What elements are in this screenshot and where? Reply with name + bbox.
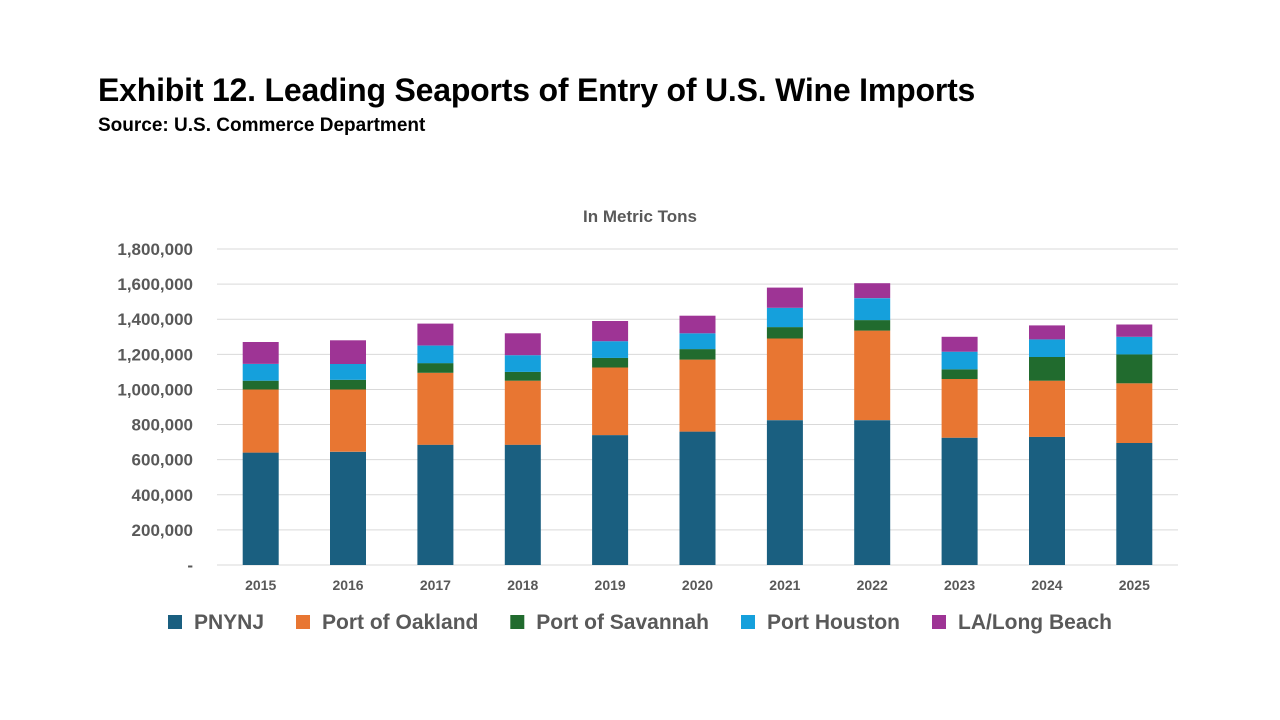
- bar-2022-series-1: [854, 330, 891, 421]
- bar-2024-series-2: [1029, 357, 1065, 381]
- bar-2016-series-0: [330, 451, 366, 565]
- bar-2025-series-4: [1116, 324, 1153, 337]
- x-tick-label: 2020: [682, 577, 713, 593]
- y-tick-label: 800,000: [132, 416, 193, 435]
- bar-2020-series-0: [679, 431, 716, 565]
- y-tick-label: 200,000: [132, 521, 193, 540]
- bar-2017-series-3: [417, 345, 454, 364]
- bar-2015-series-3: [242, 364, 279, 381]
- y-tick-label: 400,000: [132, 486, 193, 505]
- x-tick-label: 2025: [1119, 577, 1150, 593]
- bar-2024-series-0: [1029, 436, 1065, 565]
- x-tick-label: 2021: [769, 577, 800, 593]
- bar-2022-series-2: [854, 320, 891, 331]
- bar-2017-series-0: [417, 444, 454, 565]
- bar-2020-series-4: [679, 315, 716, 334]
- bar-2021-series-1: [766, 338, 803, 421]
- bar-2023-series-1: [941, 378, 978, 438]
- bar-2017-series-1: [417, 372, 454, 445]
- x-tick-label: 2015: [245, 577, 276, 593]
- legend-swatch: [932, 615, 946, 629]
- bar-2016-series-2: [330, 379, 366, 390]
- legend-swatch: [510, 615, 525, 629]
- bar-2021-series-4: [766, 287, 803, 308]
- y-tick-label: 1,600,000: [117, 275, 193, 294]
- x-tick-label: 2024: [1031, 577, 1062, 593]
- y-axis-ticks: - 200,000 400,000 600,000 800,000 1,000,000 1,…: [117, 240, 193, 575]
- bar-2024-series-1: [1029, 380, 1065, 437]
- bar-2019-series-0: [592, 435, 629, 565]
- bar-2017-series-4: [417, 323, 454, 346]
- exhibit-title: Exhibit 12. Leading Seaports of Entry of…: [98, 72, 976, 108]
- bar-2020-series-3: [679, 333, 716, 350]
- legend: PNYNJ Port of Oakland Port of Savannah Port…: [168, 611, 1112, 634]
- source-note: Source: U.S. Commerce Department: [98, 115, 426, 136]
- legend-label: LA/Long Beach: [958, 611, 1112, 634]
- legend-swatch: [168, 615, 182, 629]
- bar-2025-series-0: [1116, 443, 1153, 565]
- bar-2022-series-0: [854, 420, 891, 565]
- x-tick-label: 2016: [332, 577, 363, 593]
- bar-2022-series-4: [854, 283, 891, 299]
- bar-2017-series-2: [417, 363, 454, 373]
- bar-2020-series-1: [679, 359, 716, 432]
- bar-2021-series-2: [766, 327, 803, 339]
- y-tick-label: -: [187, 556, 193, 575]
- bar-2022-series-3: [854, 298, 891, 321]
- legend-label: PNYNJ: [194, 611, 264, 634]
- bar-2018-series-1: [504, 380, 541, 445]
- bar-2016-series-3: [330, 364, 366, 380]
- x-tick-label: 2023: [944, 577, 975, 593]
- bar-2020-series-2: [679, 349, 716, 360]
- bar-2019-series-1: [592, 367, 629, 436]
- y-tick-label: 1,400,000: [117, 310, 193, 329]
- x-tick-label: 2017: [420, 577, 451, 593]
- bar-2016-series-1: [330, 389, 366, 452]
- y-tick-label: 1,000,000: [117, 380, 193, 399]
- bar-2024-series-4: [1029, 325, 1065, 340]
- bar-2021-series-0: [766, 420, 803, 565]
- bar-2025-series-1: [1116, 383, 1153, 443]
- legend-label: Port of Savannah: [536, 611, 709, 634]
- x-tick-label: 2022: [857, 577, 888, 593]
- x-tick-label: 2019: [595, 577, 626, 593]
- bar-2025-series-2: [1116, 354, 1153, 384]
- bar-2023-series-3: [941, 351, 978, 370]
- bar-2021-series-3: [766, 307, 803, 328]
- bar-2024-series-3: [1029, 339, 1065, 357]
- legend-label: Port of Oakland: [322, 611, 478, 634]
- y-tick-label: 1,800,000: [117, 240, 193, 259]
- legend-swatch: [296, 615, 310, 629]
- legend-swatch: [741, 615, 755, 629]
- x-tick-label: 2018: [507, 577, 538, 593]
- bar-2015-series-0: [242, 452, 279, 565]
- bar-2015-series-4: [242, 342, 279, 364]
- bar-2015-series-2: [242, 380, 279, 390]
- bar-2025-series-3: [1116, 336, 1153, 355]
- bar-2018-series-0: [504, 444, 541, 565]
- bar-2018-series-3: [504, 355, 541, 372]
- chart-title: In Metric Tons: [583, 207, 697, 226]
- bar-2015-series-1: [242, 389, 279, 453]
- bar-2018-series-2: [504, 371, 541, 381]
- bar-2019-series-4: [592, 321, 629, 342]
- bar-2023-series-4: [941, 336, 978, 352]
- bar-2019-series-2: [592, 357, 629, 368]
- y-tick-label: 600,000: [132, 451, 193, 470]
- x-axis-ticks: 2015 2016 2017 2018 2019 2020 2021 2022 2023 2024…: [245, 577, 1150, 593]
- bar-2018-series-4: [504, 333, 541, 356]
- bar-2019-series-3: [592, 341, 629, 358]
- bar-2016-series-4: [330, 340, 366, 364]
- bar-2023-series-0: [941, 437, 978, 565]
- y-tick-label: 1,200,000: [117, 345, 193, 364]
- bars: [242, 283, 1153, 565]
- legend-label: Port Houston: [767, 611, 900, 634]
- bar-2023-series-2: [941, 369, 978, 379]
